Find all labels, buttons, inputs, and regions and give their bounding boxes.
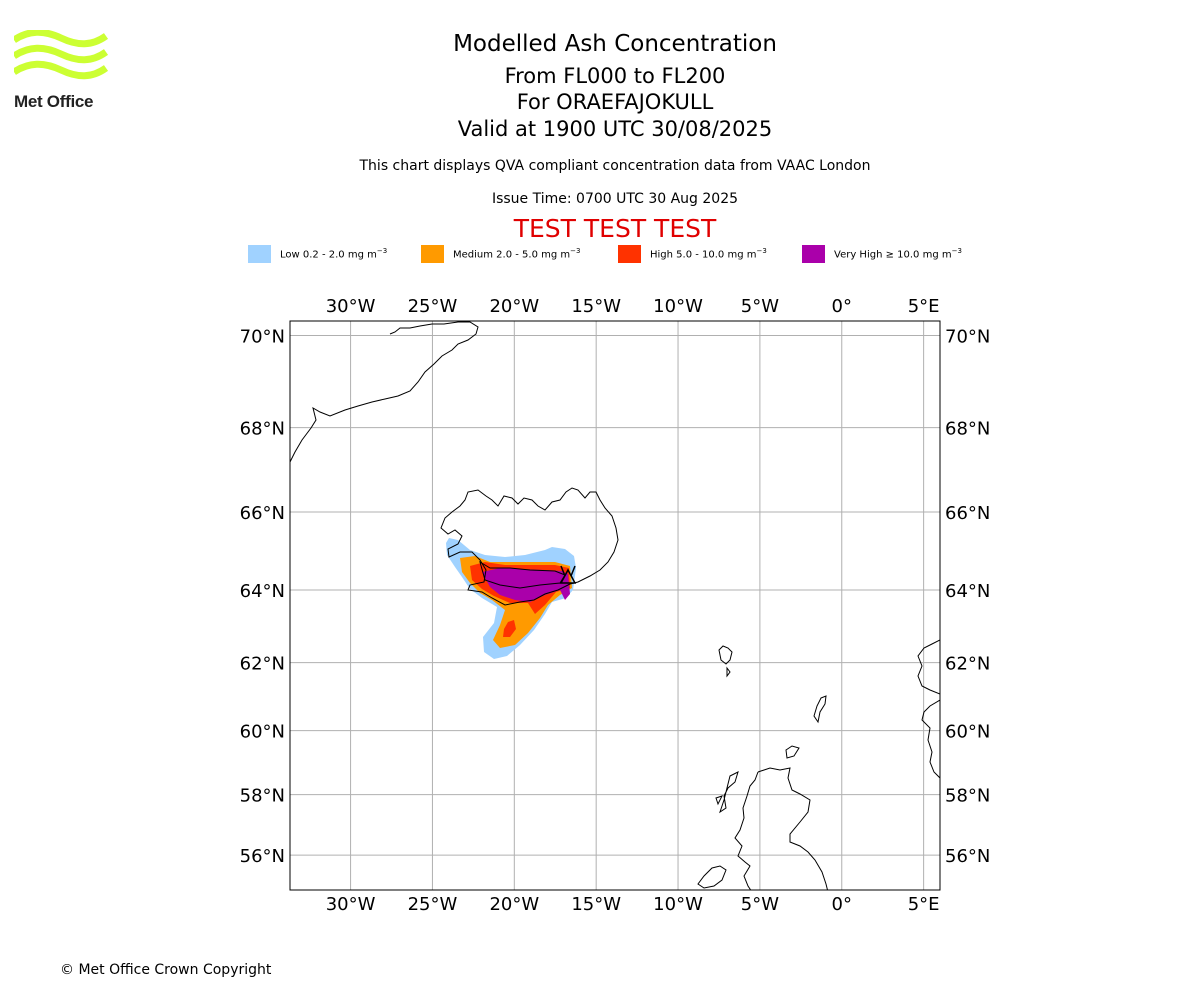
lon-label-bottom: 10°W — [653, 894, 703, 915]
norway-coast — [917, 639, 940, 779]
lat-label-left: 68°N — [240, 419, 285, 440]
lat-label-left: 60°N — [240, 722, 285, 743]
met-office-logo: Met Office — [12, 28, 109, 112]
level-range: From FL000 to FL200 — [504, 64, 726, 88]
lat-label-right: 64°N — [945, 581, 990, 602]
map-grid — [290, 321, 940, 890]
valid-time: Valid at 1900 UTC 30/08/2025 — [457, 117, 773, 141]
lat-label-left: 62°N — [240, 654, 285, 675]
lat-label-left: 56°N — [240, 846, 285, 867]
test-banner: TEST TEST TEST — [513, 214, 717, 243]
legend-swatch-medium — [421, 245, 444, 263]
chart-description: This chart displays QVA compliant concen… — [359, 158, 871, 174]
lat-label-right: 58°N — [945, 786, 990, 807]
lat-label-right: 62°N — [945, 654, 990, 675]
lon-label-top: 25°W — [408, 296, 458, 317]
copyright: © Met Office Crown Copyright — [60, 962, 272, 978]
lon-label-bottom: 5°E — [908, 894, 940, 915]
hebrides-south — [697, 865, 727, 889]
legend-label-medium: Medium 2.0 - 5.0 mg m — [453, 249, 571, 261]
lat-label-left: 66°N — [240, 503, 285, 524]
legend-label-high: High 5.0 - 10.0 mg m — [650, 249, 757, 261]
lat-label-left: 70°N — [240, 327, 285, 348]
scotland-coast — [734, 767, 829, 890]
logo-text: Met Office — [14, 92, 94, 111]
lat-label-right: 68°N — [945, 419, 990, 440]
lat-label-left: 58°N — [240, 786, 285, 807]
lon-label-bottom: 15°W — [571, 894, 621, 915]
lon-label-bottom: 0° — [832, 894, 852, 915]
volcano-name: For ORAEFAJOKULL — [516, 90, 714, 114]
met-office-logo-waves — [12, 28, 109, 80]
iceland-coast — [440, 487, 619, 606]
lon-label-top: 5°E — [908, 296, 940, 317]
lon-label-top: 15°W — [571, 296, 621, 317]
lon-label-bottom: 5°W — [741, 894, 779, 915]
ash-plume — [446, 538, 576, 659]
faroe-islands — [718, 645, 733, 678]
legend-label-low: Low 0.2 - 2.0 mg m — [280, 249, 377, 261]
ash-area-high-south — [503, 620, 516, 637]
lat-label-right: 56°N — [945, 846, 990, 867]
shetland — [813, 695, 827, 724]
greenland-coast — [290, 321, 479, 463]
lon-label-bottom: 30°W — [326, 894, 376, 915]
lon-label-top: 20°W — [489, 296, 539, 317]
chart-title: Modelled Ash Concentration — [453, 31, 777, 57]
lat-label-right: 66°N — [945, 503, 990, 524]
lon-label-top: 10°W — [653, 296, 703, 317]
lat-label-left: 64°N — [240, 581, 285, 602]
map-frame — [289, 320, 941, 891]
lon-label-top: 30°W — [326, 296, 376, 317]
lat-label-right: 70°N — [945, 327, 990, 348]
lon-label-top: 0° — [832, 296, 852, 317]
map-tick-labels: 30°W 30°W 25°W 25°W 20°W 20°W 15°W 15°W 10°W 10°W… — [240, 296, 991, 915]
legend-label-very-high: Very High ≥ 10.0 mg m — [834, 249, 952, 261]
lon-label-top: 5°W — [741, 296, 779, 317]
western-isles — [715, 771, 739, 814]
coastlines — [290, 321, 940, 890]
lat-label-right: 60°N — [945, 722, 990, 743]
lon-label-bottom: 25°W — [408, 894, 458, 915]
legend-swatch-low — [248, 245, 271, 263]
orkney — [785, 745, 800, 759]
volcano-marker — [559, 565, 577, 584]
legend-swatch-very-high — [802, 245, 825, 263]
legend-swatch-high — [618, 245, 641, 263]
issue-time: Issue Time: 0700 UTC 30 Aug 2025 — [491, 191, 739, 207]
lon-label-bottom: 20°W — [489, 894, 539, 915]
